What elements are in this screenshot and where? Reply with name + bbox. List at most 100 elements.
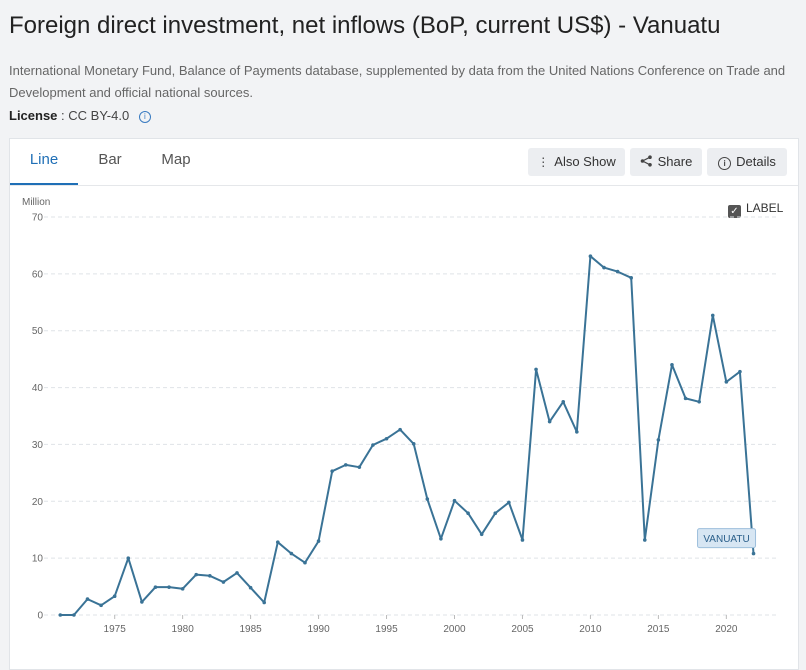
data-point: [316, 539, 321, 543]
tab-map[interactable]: Map: [161, 151, 191, 168]
x-tick-label: 2015: [647, 624, 670, 635]
data-point: [479, 532, 484, 537]
license-value: : CC BY-4.0: [61, 108, 130, 123]
data-point: [710, 313, 715, 318]
data-point: [275, 540, 280, 545]
line-chart: Million 0 10 20 30 40 50 60 70 1975 1980 1985 1990 1…: [22, 197, 778, 635]
x-tick-label: 2000: [443, 624, 466, 635]
data-point: [697, 399, 701, 404]
data-point: [357, 465, 362, 469]
data-point: [751, 551, 756, 556]
data-point: [656, 438, 661, 442]
data-point: [262, 600, 266, 605]
x-tick-label: 1985: [239, 624, 262, 635]
y-tick-label: 70: [32, 213, 44, 224]
data-point: [126, 556, 131, 560]
share-button[interactable]: Share: [630, 148, 702, 176]
data-point: [507, 500, 511, 505]
data-point: [724, 380, 729, 384]
data-point: [208, 573, 212, 578]
data-point: [180, 587, 185, 591]
data-point: [683, 396, 688, 401]
data-point: [289, 551, 294, 556]
data-point: [452, 498, 457, 503]
data-point: [629, 276, 633, 280]
data-point: [112, 594, 117, 599]
x-tick-label: 1995: [375, 624, 398, 635]
data-point: [547, 419, 552, 424]
axis-labels: Million 0 10 20 30 40 50 60 70 1975 1980 1985 1990 1…: [22, 197, 738, 635]
data-point: [140, 600, 144, 604]
data-point: [167, 585, 171, 589]
data-point: [194, 572, 199, 577]
info-circle-icon: i: [718, 157, 732, 170]
series-end-label: VANUATU: [703, 534, 749, 545]
data-point: [384, 436, 389, 441]
x-tick-label: 2005: [511, 624, 534, 635]
data-point: [398, 427, 402, 432]
data-point: [303, 560, 307, 565]
share-icon: [640, 148, 653, 176]
x-tick-label: 1980: [172, 624, 195, 635]
data-point: [602, 265, 606, 270]
y-tick-label: 40: [32, 383, 44, 394]
grid-lines: [44, 216, 778, 616]
y-unit-label: Million: [22, 197, 50, 208]
data-point: [371, 443, 375, 447]
data-point: [58, 613, 63, 617]
data-point: [575, 430, 579, 434]
data-point: [642, 538, 647, 542]
x-tick-label: 1975: [104, 624, 127, 635]
info-icon[interactable]: i: [138, 111, 151, 123]
share-label: Share: [657, 154, 693, 169]
also-show-label: Also Show: [554, 154, 616, 169]
tab-line[interactable]: Line: [10, 139, 78, 185]
data-point: [670, 363, 674, 367]
data-point: [561, 399, 566, 404]
y-tick-label: 50: [32, 326, 44, 337]
data-point: [588, 254, 593, 259]
data-point: [235, 571, 239, 575]
series-line: [60, 255, 755, 616]
data-point: [738, 369, 742, 374]
data-point: [85, 597, 90, 601]
also-show-button[interactable]: ⋮ Also Show: [528, 148, 625, 176]
data-point: [343, 463, 348, 467]
view-tabs: Line Bar Map ⋮ Also Show Share i Details: [10, 139, 798, 186]
series-end-label-box: [697, 528, 757, 549]
x-tick-label: 2020: [715, 624, 738, 635]
page-title: Foreign direct investment, net inflows (…: [9, 12, 721, 39]
data-point: [411, 442, 416, 446]
data-point: [248, 585, 253, 590]
data-point: [439, 537, 443, 541]
y-tick-label: 10: [32, 554, 44, 565]
label-toggle-text: LABEL: [746, 201, 784, 215]
data-point: [466, 511, 470, 516]
checkbox-checked-icon[interactable]: ✓: [728, 205, 741, 218]
series-vanuatu: VANUATU: [58, 254, 757, 617]
data-point: [99, 603, 103, 608]
data-point: [520, 538, 525, 542]
data-point: [221, 580, 226, 584]
data-point: [425, 497, 430, 501]
details-label: Details: [736, 154, 776, 169]
data-point: [72, 613, 76, 617]
x-tick-label: 2010: [579, 624, 602, 635]
y-tick-label: 20: [32, 497, 44, 508]
more-vertical-icon: ⋮: [537, 155, 550, 169]
tab-bar[interactable]: Bar: [98, 151, 122, 168]
data-point: [493, 511, 498, 516]
license-label: License: [9, 108, 58, 123]
data-point: [330, 469, 334, 473]
source-note: International Monetary Fund, Balance of …: [9, 63, 786, 100]
label-toggle[interactable]: ✓ LABEL: [728, 201, 783, 218]
details-button[interactable]: i Details: [707, 148, 787, 176]
license-line: License : CC BY-4.0 i: [9, 108, 151, 123]
x-tick-label: 1990: [307, 624, 330, 635]
data-point: [615, 269, 620, 274]
chart-card: Line Bar Map ⋮ Also Show Share i Details ✓…: [9, 138, 799, 670]
y-tick-label: 0: [37, 611, 43, 622]
y-tick-label: 30: [32, 440, 44, 451]
data-point: [153, 585, 158, 589]
data-point: [534, 367, 538, 372]
